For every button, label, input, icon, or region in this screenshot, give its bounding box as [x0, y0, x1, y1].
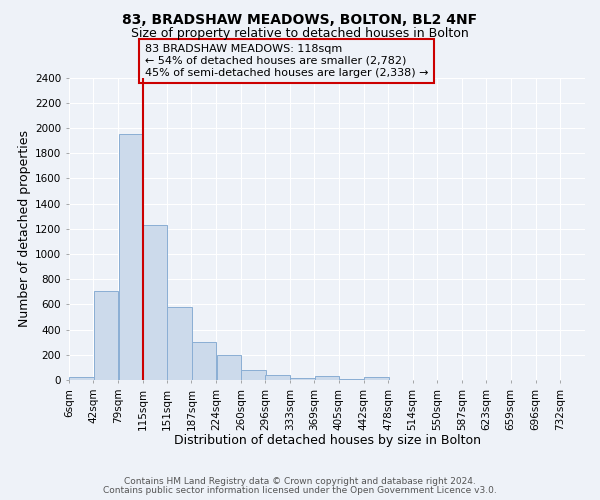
Bar	[265, 375, 290, 380]
Bar	[290, 378, 315, 380]
Bar	[241, 370, 266, 380]
Bar	[217, 355, 241, 380]
X-axis label: Distribution of detached houses by size in Bolton: Distribution of detached houses by size …	[173, 434, 481, 447]
Bar	[69, 378, 94, 380]
Text: Contains HM Land Registry data © Crown copyright and database right 2024.: Contains HM Land Registry data © Crown c…	[124, 477, 476, 486]
Y-axis label: Number of detached properties: Number of detached properties	[18, 130, 31, 327]
Bar	[143, 225, 167, 380]
Bar	[339, 378, 364, 380]
Bar	[94, 290, 118, 380]
Text: Size of property relative to detached houses in Bolton: Size of property relative to detached ho…	[131, 28, 469, 40]
Bar	[191, 342, 216, 380]
Bar	[315, 376, 339, 380]
Text: 83 BRADSHAW MEADOWS: 118sqm
← 54% of detached houses are smaller (2,782)
45% of : 83 BRADSHAW MEADOWS: 118sqm ← 54% of det…	[145, 44, 428, 78]
Bar	[119, 134, 143, 380]
Text: 83, BRADSHAW MEADOWS, BOLTON, BL2 4NF: 83, BRADSHAW MEADOWS, BOLTON, BL2 4NF	[122, 12, 478, 26]
Bar	[364, 377, 389, 380]
Bar	[167, 307, 192, 380]
Text: Contains public sector information licensed under the Open Government Licence v3: Contains public sector information licen…	[103, 486, 497, 495]
